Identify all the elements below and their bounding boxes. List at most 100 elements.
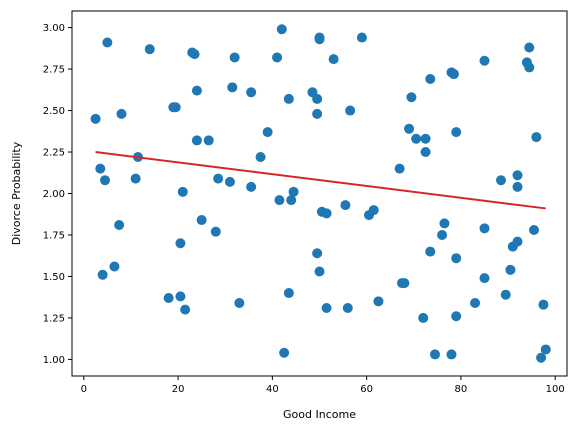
- data-point: [210, 226, 221, 237]
- trend-line: [95, 151, 546, 210]
- data-point: [540, 344, 551, 355]
- data-point: [255, 152, 266, 162]
- x-tick-label: 100: [546, 384, 565, 395]
- data-point: [234, 298, 245, 308]
- data-point: [430, 349, 440, 360]
- data-point: [418, 312, 429, 323]
- data-point: [420, 133, 431, 144]
- x-tick-label: 0: [81, 384, 87, 395]
- y-tick-label: 2.25: [43, 148, 65, 159]
- data-point: [191, 135, 202, 146]
- data-point: [538, 299, 549, 310]
- y-axis-ticks: 1.00 1.25 1.50 1.75 2.00 2.25 2.50 2.75 3.00: [43, 23, 72, 366]
- data-point: [109, 261, 120, 272]
- data-point: [272, 52, 283, 63]
- data-point: [314, 266, 325, 277]
- data-point: [446, 349, 457, 360]
- data-point: [95, 163, 106, 174]
- y-tick-label: 2.50: [43, 106, 65, 117]
- x-axis-label: Good Income: [283, 408, 356, 421]
- data-point: [451, 311, 462, 322]
- data-point: [404, 123, 415, 134]
- data-point: [479, 223, 490, 234]
- y-tick-label: 1.25: [43, 313, 65, 324]
- data-point: [224, 176, 235, 187]
- data-point: [479, 273, 490, 284]
- y-tick-label: 1.00: [43, 355, 65, 366]
- x-axis-ticks: 0 20 40 60 80 100: [81, 376, 565, 395]
- data-point: [394, 163, 405, 174]
- data-point: [356, 32, 367, 43]
- data-point: [163, 293, 174, 304]
- data-point: [170, 102, 181, 113]
- y-tick-label: 2.00: [43, 189, 65, 200]
- data-point: [328, 54, 339, 65]
- plot-area-background: [72, 11, 567, 376]
- data-point: [227, 82, 238, 93]
- data-point: [512, 236, 523, 247]
- x-tick-label: 20: [172, 384, 185, 395]
- data-point: [191, 85, 202, 96]
- y-tick-label: 2.75: [43, 65, 65, 76]
- data-point: [246, 87, 257, 98]
- data-point: [512, 170, 523, 181]
- data-point: [399, 278, 410, 289]
- data-point: [345, 105, 356, 116]
- y-tick-label: 1.75: [43, 230, 65, 241]
- x-tick-label: 60: [360, 384, 373, 395]
- trend-line-layer: [95, 151, 546, 210]
- data-point: [529, 225, 539, 235]
- data-point: [420, 147, 431, 158]
- points-layer: [90, 24, 551, 363]
- data-point: [189, 49, 200, 60]
- data-point: [512, 181, 523, 192]
- data-point: [505, 264, 516, 275]
- data-point: [312, 108, 323, 119]
- data-point: [536, 352, 547, 363]
- data-point: [406, 92, 417, 103]
- data-point: [279, 347, 290, 358]
- data-point: [229, 52, 240, 63]
- data-point: [321, 302, 332, 313]
- data-point: [451, 253, 462, 264]
- data-point: [144, 44, 155, 55]
- data-point: [368, 205, 379, 216]
- data-point: [90, 113, 101, 124]
- data-point: [470, 298, 481, 308]
- data-point: [439, 218, 450, 229]
- data-point: [451, 127, 462, 138]
- data-point: [411, 133, 422, 144]
- data-point: [479, 55, 490, 66]
- data-point: [276, 24, 287, 35]
- data-point: [274, 195, 285, 206]
- data-point: [175, 238, 186, 249]
- y-tick-label: 1.50: [43, 272, 65, 283]
- data-point: [425, 246, 436, 257]
- data-point: [425, 74, 436, 85]
- y-axis-label: Divorce Probability: [10, 141, 23, 245]
- data-point: [312, 248, 323, 259]
- data-point: [342, 302, 353, 313]
- data-point: [437, 229, 448, 240]
- data-point: [196, 215, 207, 226]
- data-point: [246, 181, 257, 192]
- data-point: [531, 132, 542, 143]
- data-point: [500, 289, 511, 300]
- data-point: [373, 296, 384, 307]
- data-point: [177, 186, 188, 197]
- data-point: [116, 108, 127, 119]
- data-point: [286, 195, 297, 206]
- data-point: [283, 93, 294, 104]
- data-point: [102, 37, 113, 48]
- data-point: [314, 34, 325, 45]
- data-point: [448, 69, 459, 80]
- y-tick-label: 3.00: [43, 23, 65, 34]
- data-point: [321, 208, 332, 219]
- data-point: [203, 135, 214, 146]
- x-tick-label: 80: [455, 384, 468, 395]
- data-point: [262, 127, 273, 138]
- data-point: [114, 220, 125, 231]
- data-point: [312, 93, 323, 104]
- data-point: [97, 269, 108, 280]
